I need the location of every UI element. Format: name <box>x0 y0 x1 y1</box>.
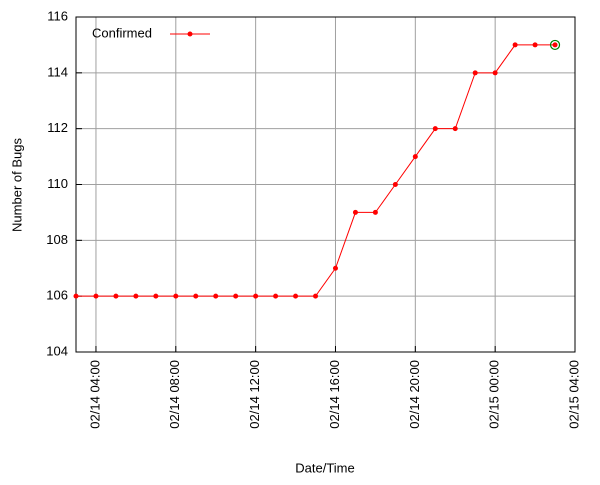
x-axis-label: Date/Time <box>295 460 354 475</box>
last-point-highlight <box>549 39 561 51</box>
data-point <box>352 209 358 215</box>
data-point <box>412 154 418 160</box>
data-point <box>452 126 458 132</box>
y-tick-label: 110 <box>47 176 68 191</box>
plot-frame <box>75 16 576 353</box>
series-line <box>76 44 556 297</box>
y-tick-label: 108 <box>46 232 68 247</box>
y-tick-label: 114 <box>47 64 68 79</box>
data-point <box>372 209 378 215</box>
legend-label: Confirmed <box>92 25 152 40</box>
data-point <box>552 42 558 48</box>
data-point <box>472 70 478 76</box>
data-point <box>193 293 199 299</box>
x-tick-label: 02/14 04:00 <box>87 360 102 429</box>
y-axis-label: Number of Bugs <box>9 138 24 232</box>
data-point <box>133 293 139 299</box>
y-tick-label: 104 <box>46 343 68 358</box>
data-point <box>293 293 299 299</box>
data-point <box>153 293 159 299</box>
data-point <box>233 293 239 299</box>
data-point <box>173 293 179 299</box>
y-tick-label: 116 <box>47 8 68 23</box>
data-point <box>392 182 398 187</box>
y-tick-label: 106 <box>46 288 68 303</box>
data-point <box>432 126 438 132</box>
data-point <box>332 265 338 271</box>
data-point <box>512 42 518 48</box>
data-point <box>492 70 498 76</box>
x-tick-label: 02/14 20:00 <box>407 360 422 429</box>
x-tick-label: 02/14 12:00 <box>247 360 262 429</box>
data-point <box>113 293 119 299</box>
legend-marker <box>187 31 193 37</box>
y-tick-label: 112 <box>47 120 68 135</box>
data-point <box>273 293 279 299</box>
data-point <box>532 42 538 48</box>
x-tick-label: 02/15 00:00 <box>487 360 502 429</box>
x-tick-label: 02/14 08:00 <box>167 360 182 429</box>
x-tick-label: 02/15 04:00 <box>566 360 581 429</box>
data-point <box>93 293 99 299</box>
x-tick-label: 02/14 16:00 <box>327 360 342 429</box>
data-point <box>73 293 79 299</box>
data-point <box>253 293 259 299</box>
data-point <box>213 293 219 299</box>
data-point <box>313 293 319 299</box>
